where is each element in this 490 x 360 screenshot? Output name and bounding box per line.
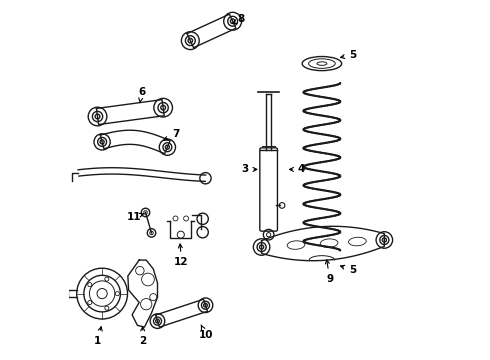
Text: 3: 3 <box>242 165 257 174</box>
Text: 1: 1 <box>94 327 102 346</box>
Text: 5: 5 <box>341 265 356 275</box>
Text: 10: 10 <box>199 325 214 340</box>
Polygon shape <box>262 226 384 261</box>
Text: 11: 11 <box>126 212 144 222</box>
Text: 9: 9 <box>325 260 333 284</box>
Polygon shape <box>100 130 170 154</box>
Text: 8: 8 <box>232 14 245 24</box>
Text: 12: 12 <box>174 244 189 267</box>
Polygon shape <box>187 14 236 48</box>
Text: 5: 5 <box>341 50 356 60</box>
Polygon shape <box>97 100 164 125</box>
Text: 4: 4 <box>290 165 305 174</box>
Polygon shape <box>128 260 157 327</box>
Text: 2: 2 <box>139 327 147 346</box>
Polygon shape <box>78 168 206 181</box>
Text: 6: 6 <box>138 87 146 103</box>
Text: 7: 7 <box>164 129 180 140</box>
Polygon shape <box>155 299 207 327</box>
